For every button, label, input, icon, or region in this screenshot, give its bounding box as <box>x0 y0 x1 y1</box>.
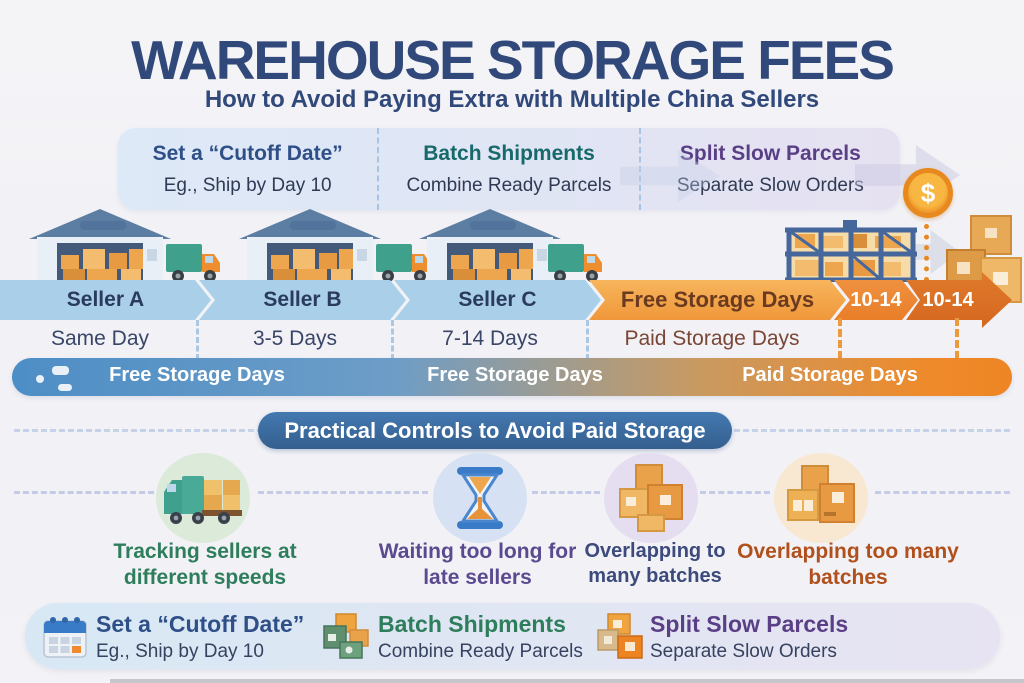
strategy-heading: Batch Shipments <box>378 611 566 637</box>
divider-dashed-orange <box>838 318 842 370</box>
pitfall-circle <box>604 453 698 543</box>
divider-dashed <box>586 320 589 360</box>
pitfall-label: Overlapping to many batches <box>567 539 743 589</box>
page-subtitle: How to Avoid Paying Extra with Multiple … <box>204 86 820 113</box>
divider-dashed <box>391 320 394 360</box>
paid-range: 10-14 <box>850 288 902 311</box>
footer-bar <box>110 679 1024 683</box>
timeline-segment-seller-b: Seller B <box>199 280 406 320</box>
warehouse-icon <box>29 209 171 283</box>
strategy-detail: Eg., Ship by Day 10 <box>163 174 332 196</box>
pitfall-circle <box>433 453 527 543</box>
bar-text: Free Storage Days <box>109 364 285 386</box>
strategy-detail: Separate Slow Orders <box>676 174 864 196</box>
divider-dashed-horizontal <box>700 491 770 494</box>
strategy-batch-shipments: Batch Shipments Combine Ready Parcels <box>377 128 638 210</box>
bottom-strategy-cutoff: Set a “Cutoff Date” Eg., Ship by Day 10 <box>96 611 304 663</box>
hourglass-icon <box>457 467 503 529</box>
strategy-heading: Split Slow Parcels <box>650 611 849 637</box>
seller-speed: Same Day <box>10 322 190 356</box>
strategy-heading: Set a “Cutoff Date” <box>152 141 343 165</box>
seller-name: Seller C <box>458 288 537 311</box>
bottom-strategy-split: Split Slow Parcels Separate Slow Orders <box>650 611 848 663</box>
free-storage-label: Free Storage Days <box>620 287 815 312</box>
strategy-heading: Set a “Cutoff Date” <box>96 611 305 637</box>
seller-speed: 3-5 Days <box>205 322 385 356</box>
storage-rack-icon <box>785 220 917 282</box>
calendar-icon <box>43 617 87 658</box>
coin-dotted-line <box>924 224 929 282</box>
truck-icon <box>166 244 220 282</box>
divider-dashed <box>196 320 199 360</box>
paid-storage-text: Paid Storage Days <box>624 327 800 350</box>
stacked-boxes-icon <box>787 465 855 523</box>
bar-decor-dash <box>52 366 69 375</box>
strategy-detail: Combine Ready Parcels <box>378 641 583 662</box>
paid-range: 10-14 <box>922 288 974 311</box>
seller-name: Seller B <box>263 288 342 311</box>
divider-dashed-horizontal <box>14 491 154 494</box>
truck-icon <box>548 244 602 282</box>
bar-label-free-2: Free Storage Days <box>427 364 603 387</box>
speed-text: Same Day <box>50 327 150 350</box>
timeline-segment-paid-1: 10-14 <box>834 280 918 320</box>
bar-label-paid: Paid Storage Days <box>742 364 918 387</box>
pitfall-text: Tracking sellers at different speeds <box>113 540 297 590</box>
section-banner: Practical Controls to Avoid Paid Storage <box>258 412 732 449</box>
storage-gradient-bar <box>12 358 1012 396</box>
truck-boxes-icon <box>164 476 242 524</box>
pitfall-circle <box>774 453 868 543</box>
strategy-split-parcels: Split Slow Parcels Separate Slow Orders <box>638 128 900 210</box>
truck-icon <box>376 244 430 282</box>
paid-storage-row-label: Paid Storage Days <box>602 322 822 356</box>
divider-dashed-horizontal <box>258 491 428 494</box>
bar-decor-dash <box>58 384 72 391</box>
timeline-segment-paid-2: 10-14 <box>906 272 1012 328</box>
divider-dashed-horizontal <box>532 491 600 494</box>
bar-text: Paid Storage Days <box>742 364 918 386</box>
speed-text: 3-5 Days <box>252 327 338 350</box>
split-boxes-icon <box>597 613 643 659</box>
pitfall-circle <box>156 453 250 543</box>
bar-decor-dash <box>36 375 44 383</box>
pitfall-text: Waiting too long for late sellers <box>378 540 577 590</box>
divider-dashed-orange <box>955 318 959 370</box>
coin-symbol: $ <box>920 177 936 208</box>
strategies-panel: Set a “Cutoff Date” Eg., Ship by Day 10 … <box>118 128 900 210</box>
bar-label-free-1: Free Storage Days <box>109 364 285 387</box>
strategy-detail: Combine Ready Parcels <box>406 174 612 196</box>
warehouse-icon <box>419 209 561 283</box>
pitfall-label: Overlapping too many batches <box>712 539 984 592</box>
seller-name: Seller A <box>66 288 145 311</box>
divider-dashed-horizontal <box>875 491 1010 494</box>
speed-text: 7-14 Days <box>442 327 538 350</box>
strategy-detail: Separate Slow Orders <box>650 641 837 662</box>
pitfall-text: Overlapping too many batches <box>737 540 959 590</box>
bottom-strategies-strip <box>25 603 1000 669</box>
banner-text: Practical Controls to Avoid Paid Storage <box>284 417 706 443</box>
strategy-cutoff-date: Set a “Cutoff Date” Eg., Ship by Day 10 <box>118 128 377 210</box>
dollar-coin-icon: $ <box>903 168 953 218</box>
seller-speed: 7-14 Days <box>400 322 580 356</box>
timeline-segment-seller-c: Seller C <box>394 280 601 320</box>
warehouse-icon <box>239 209 381 283</box>
batch-boxes-icon <box>323 613 369 659</box>
strategy-heading: Batch Shipments <box>423 141 595 165</box>
timeline-segment-free-storage: Free Storage Days <box>589 280 846 320</box>
pitfall-label: Waiting too long for late sellers <box>360 539 595 592</box>
pitfall-text: Overlapping to many batches <box>584 540 726 587</box>
page-title: WAREHOUSE STORAGE FEES <box>131 29 895 91</box>
strategy-detail: Eg., Ship by Day 10 <box>96 641 264 662</box>
pitfall-label: Tracking sellers at different speeds <box>70 539 340 592</box>
strategy-heading: Split Slow Parcels <box>679 141 861 165</box>
bar-text: Free Storage Days <box>427 364 603 386</box>
timeline-segment-seller-a: Seller A <box>0 280 211 320</box>
stacked-boxes-icon <box>619 464 683 532</box>
bottom-strategy-batch: Batch Shipments Combine Ready Parcels <box>378 611 583 663</box>
parcel-stack-icon <box>946 215 1022 303</box>
